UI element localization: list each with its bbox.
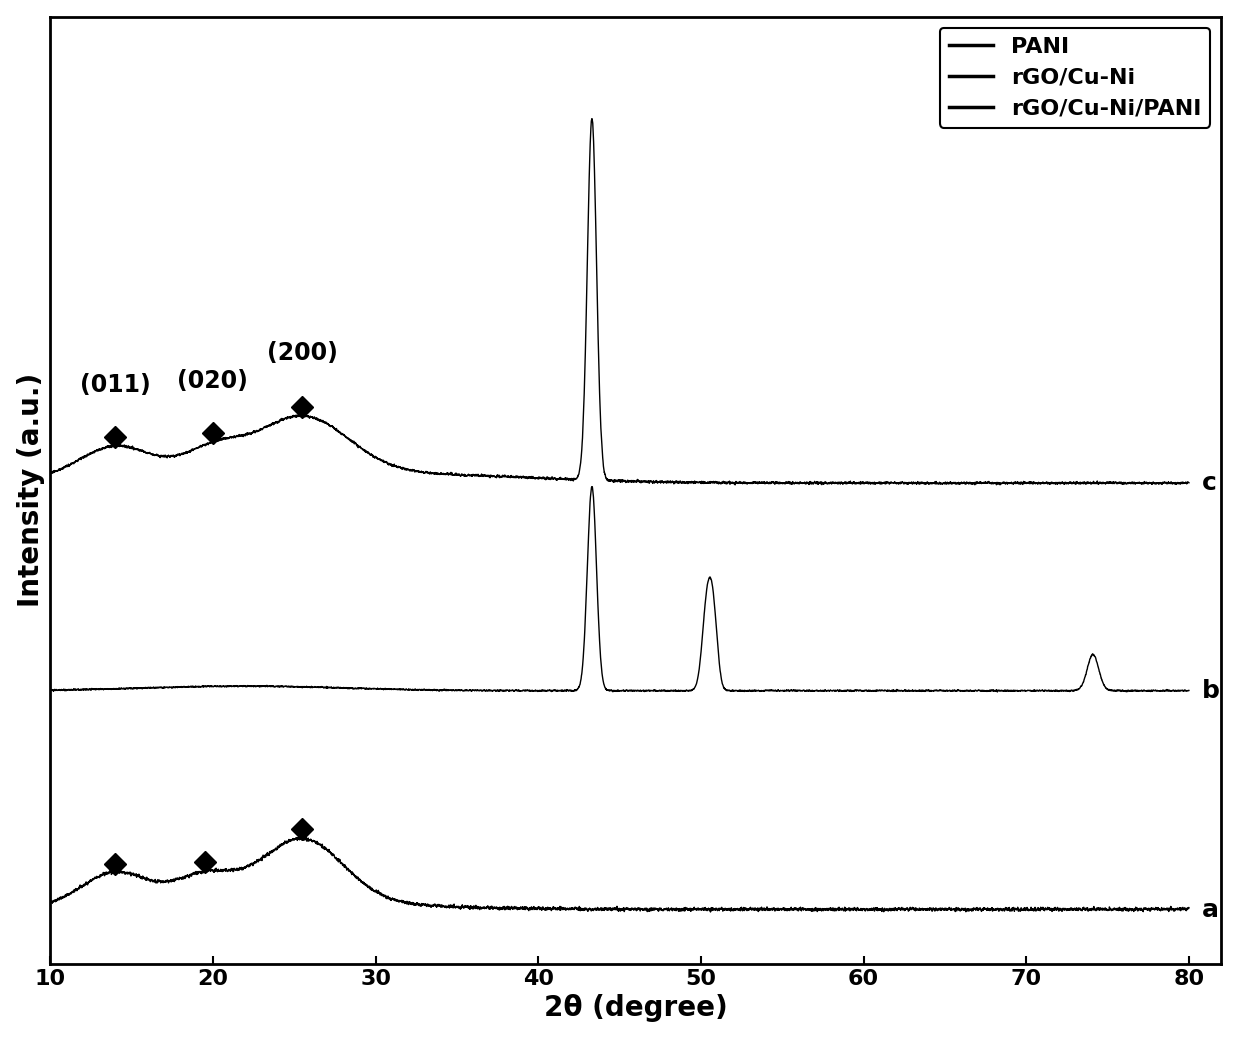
Text: (020): (020)	[177, 369, 248, 393]
Text: (200): (200)	[267, 341, 337, 365]
Text: c: c	[1202, 471, 1216, 496]
X-axis label: 2θ (degree): 2θ (degree)	[544, 994, 728, 1022]
Text: b: b	[1202, 680, 1220, 703]
Text: a: a	[1202, 898, 1219, 922]
Y-axis label: Intensity (a.u.): Intensity (a.u.)	[16, 373, 45, 608]
Text: (011): (011)	[79, 373, 151, 397]
Legend: PANI, rGO/Cu-Ni, rGO/Cu-Ni/PANI: PANI, rGO/Cu-Ni, rGO/Cu-Ni/PANI	[940, 28, 1210, 128]
